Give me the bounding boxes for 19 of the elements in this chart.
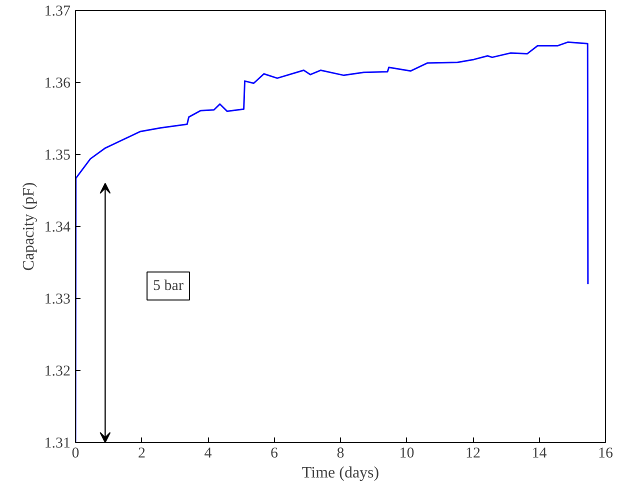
x-tick-label: 12: [466, 446, 480, 462]
y-axis-title: Capacity (pF): [20, 182, 38, 271]
x-tick-label: 2: [138, 446, 146, 462]
y-tick-label: 1.32: [44, 364, 70, 380]
y-tick-label: 1.35: [44, 148, 70, 164]
y-tick-label: 1.31: [44, 436, 70, 452]
x-axis-title: Time (days): [302, 464, 380, 482]
x-tick-label: 0: [72, 446, 80, 462]
y-tick-label: 1.36: [44, 76, 71, 92]
x-tick-label: 14: [532, 446, 548, 462]
x-tick-label: 4: [204, 446, 212, 462]
x-tick-label: 16: [598, 446, 614, 462]
y-tick-label: 1.33: [44, 292, 70, 308]
y-tick-label: 1.37: [44, 4, 71, 20]
y-tick-label: 1.34: [44, 220, 71, 236]
x-tick-label: 6: [270, 446, 278, 462]
x-tick-label: 10: [399, 446, 414, 462]
x-tick-label: 8: [336, 446, 344, 462]
annotation: 5 bar: [153, 278, 184, 294]
